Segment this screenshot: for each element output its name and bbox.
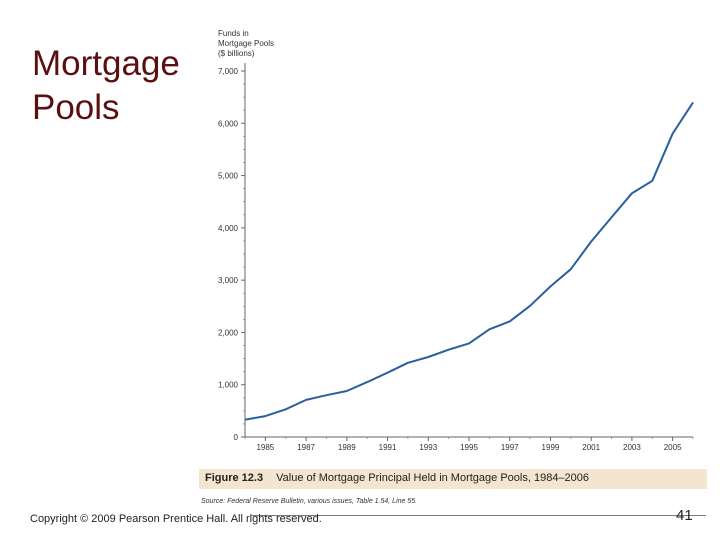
x-tick-label: 1995 xyxy=(460,443,478,452)
y-tick-label: 3,000 xyxy=(218,276,239,285)
x-tick-label: 2001 xyxy=(582,443,600,452)
figure-number: Figure 12.3 xyxy=(205,472,264,484)
x-tick-label: 2005 xyxy=(664,443,682,452)
x-tick-label: 1991 xyxy=(379,443,397,452)
chart-series xyxy=(244,101,694,421)
slide-title-line-1: Mortgage xyxy=(32,44,180,83)
slide-title: Mortgage Pools xyxy=(32,42,202,130)
y-axis-label: Funds in Mortgage Pools ($ billions) xyxy=(218,29,274,58)
x-axis-ticks: 1985 1987 1989 1991 1993 1995 1997 1999 2001 2003… xyxy=(244,437,694,452)
y-axis-label-line-3: ($ billions) xyxy=(218,49,255,58)
x-tick-label: 2003 xyxy=(623,443,641,452)
figure-caption: Figure 12.3 Value of Mortgage Principal … xyxy=(205,472,589,484)
y-tick-label: 1,000 xyxy=(218,381,239,390)
y-tick-label: 6,000 xyxy=(218,119,239,128)
x-tick-label: 1989 xyxy=(338,443,356,452)
chart-axes xyxy=(244,63,693,438)
y-axis-label-line-1: Funds in xyxy=(218,29,249,38)
copyright-text: Copyright © 2009 Pearson Prentice Hall. … xyxy=(30,513,322,525)
figure-caption-bar xyxy=(199,469,707,489)
y-tick-label: 7,000 xyxy=(218,67,239,76)
x-tick-label: 1985 xyxy=(256,443,274,452)
y-tick-label: 0 xyxy=(234,433,239,442)
figure-caption-text: Value of Mortgage Principal Held in Mort… xyxy=(276,472,590,484)
y-tick-label: 2,000 xyxy=(218,328,239,337)
y-axis-ticks: 0 1,000 2,000 3,000 4,000 5,000 6,000 7,000 xyxy=(218,67,245,442)
page-number: 41 xyxy=(676,507,693,524)
x-tick-label: 1997 xyxy=(501,443,519,452)
x-tick-label: 1993 xyxy=(419,443,437,452)
figure-source: Source: Federal Reserve Bulletin, variou… xyxy=(201,498,418,505)
slide-title-line-2: Pools xyxy=(32,88,120,127)
y-tick-label: 4,000 xyxy=(218,224,239,233)
y-tick-label: 5,000 xyxy=(218,172,239,181)
series-line xyxy=(244,101,694,421)
x-tick-label: 1987 xyxy=(297,443,315,452)
x-tick-label: 1999 xyxy=(542,443,560,452)
footer-divider xyxy=(250,515,706,516)
y-axis-label-line-2: Mortgage Pools xyxy=(218,39,274,48)
